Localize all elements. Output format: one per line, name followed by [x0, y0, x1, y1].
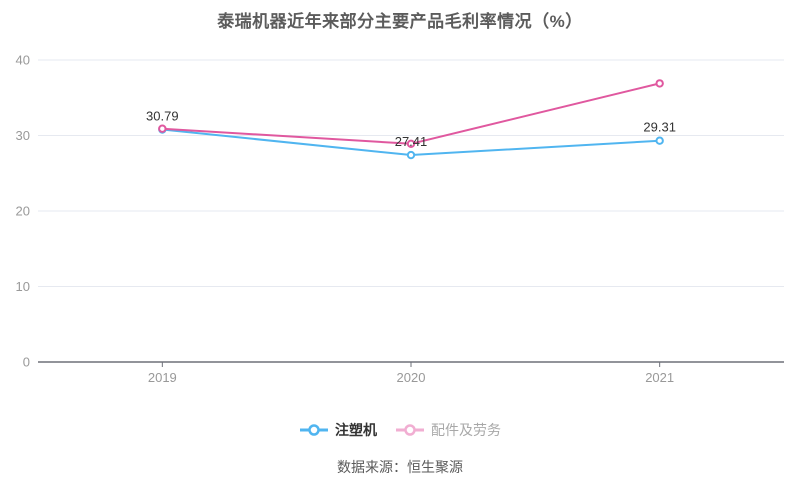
data-point-marker[interactable]: [406, 150, 416, 160]
x-axis-tick-label: 2020: [397, 370, 426, 385]
legend-item-peijian-laowu[interactable]: 配件及劳务: [395, 420, 501, 440]
y-axis-tick-label: 40: [16, 53, 30, 68]
legend-item-zhusuji[interactable]: 注塑机: [299, 420, 377, 440]
data-source-text: 数据来源：恒生聚源: [337, 459, 463, 475]
data-point-marker[interactable]: [655, 136, 664, 145]
data-point-marker[interactable]: [406, 139, 416, 149]
x-axis-tick-label: 2019: [148, 370, 177, 385]
line-circle-icon: [300, 424, 328, 436]
y-axis-tick-label: 30: [16, 128, 30, 143]
x-axis-tick-label: 2021: [645, 370, 674, 385]
data-point-label: 30.79: [146, 109, 179, 124]
data-point-label: 27.41: [395, 134, 428, 149]
chart-title: 泰瑞机器近年来部分主要产品毛利率情况（%）: [217, 12, 583, 31]
y-axis-tick-label: 10: [16, 279, 30, 294]
chart-legend: 注塑机 配件及劳务: [0, 420, 800, 440]
data-point-label: 29.31: [643, 120, 676, 135]
legend-label: 注塑机: [335, 422, 377, 438]
line-chart-canvas[interactable]: 0 10 20 30 40 2019 2020 2021 30.79 27.41 29.31: [0, 0, 800, 400]
data-point-marker[interactable]: [655, 79, 664, 88]
y-axis-tick-label: 20: [16, 204, 30, 219]
line-circle-icon: [396, 424, 424, 436]
legend-label: 配件及劳务: [431, 422, 501, 438]
data-point-marker[interactable]: [158, 124, 167, 133]
y-axis-tick-label: 0: [23, 355, 30, 370]
